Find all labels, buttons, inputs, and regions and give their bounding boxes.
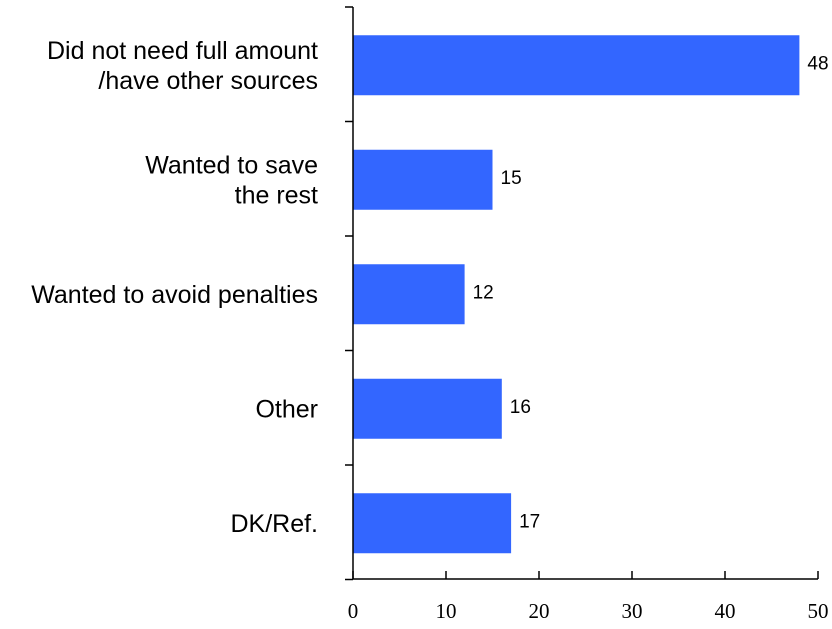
x-tick-label: 50 <box>808 599 829 623</box>
category-label: DK/Ref. <box>230 510 318 538</box>
bar <box>353 35 800 96</box>
category-label: /have other sources <box>98 67 318 95</box>
category-label: the rest <box>235 181 318 209</box>
bar <box>353 378 502 439</box>
category-label: Other <box>255 395 318 423</box>
bar <box>353 264 465 325</box>
y-axis-ticks <box>345 6 353 581</box>
value-labels-group: 48 15 12 16 17 <box>473 53 829 532</box>
x-axis-ticks <box>352 571 819 579</box>
category-label: Wanted to save <box>145 151 318 179</box>
x-tick-label: 0 <box>348 599 359 623</box>
x-tick-labels-group: 0 10 20 30 40 50 <box>348 599 829 623</box>
bars-group <box>353 35 800 554</box>
bar <box>353 493 512 554</box>
bar <box>353 149 493 210</box>
x-tick-label: 10 <box>436 599 457 623</box>
bar-value-label: 16 <box>510 397 531 418</box>
x-tick-label: 30 <box>622 599 643 623</box>
bar-value-label: 48 <box>807 53 828 74</box>
category-labels-group: Did not need full amount/have other sour… <box>31 37 318 538</box>
x-tick-label: 20 <box>529 599 550 623</box>
bar-value-label: 17 <box>519 511 540 532</box>
bar-value-label: 12 <box>473 282 494 303</box>
category-label: Wanted to avoid penalties <box>31 281 318 309</box>
x-tick-label: 40 <box>715 599 736 623</box>
category-label: Did not need full amount <box>47 37 318 65</box>
bar-value-label: 15 <box>501 168 522 189</box>
